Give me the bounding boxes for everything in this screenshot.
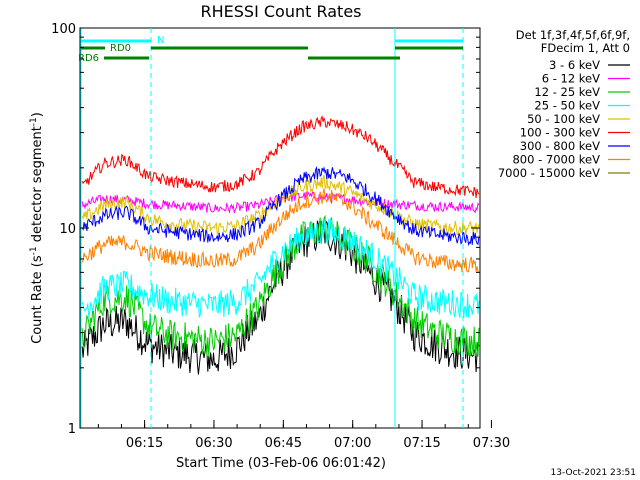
y-tick-label: 10 [59, 222, 76, 237]
series-line [81, 214, 480, 357]
legend-entry-label: 50 - 100 keV [527, 112, 600, 126]
axis-group: 06:15 06:30 06:45 07:00 07:15 07:30 1 10 100 [51, 22, 510, 451]
legend-entry-label: 25 - 50 keV [534, 99, 600, 113]
y-axis-label-sup2: -1 [29, 117, 39, 126]
plot-frame [79, 27, 481, 429]
n-label: N [157, 35, 164, 46]
rd6-label: RD6 [78, 53, 99, 64]
x-tick-label: 06:30 [195, 436, 232, 451]
y-tick-label: 100 [51, 22, 76, 37]
x-tick-label: 07:15 [403, 436, 440, 451]
timestamp: 13-Oct-2021 23:51 [551, 468, 636, 478]
rd0-label: RD0 [110, 43, 131, 54]
series-line [81, 218, 480, 318]
series-group [81, 115, 480, 375]
legend-entry-label: 6 - 12 keV [542, 72, 600, 86]
y-tick-label: 1 [68, 422, 76, 437]
legend-entry-label: 100 - 300 keV [520, 126, 600, 140]
x-tick-label: 07:00 [334, 436, 371, 451]
legend-entry-label: 3 - 6 keV [549, 58, 600, 72]
chart-title: RHESSI Count Rates [201, 2, 362, 21]
y-axis-label-mid: detector segment [30, 126, 45, 246]
y-axis-label-end: ) [30, 112, 45, 117]
y-axis-label-main: Count Rate (s [30, 255, 45, 344]
legend-entry-label: 12 - 25 keV [534, 85, 600, 99]
legend-header-2: FDecim 1, Att 0 [541, 41, 630, 55]
series-line [81, 188, 480, 273]
legend-entry-label: 800 - 7000 keV [512, 153, 600, 167]
x-tick-label: 06:15 [126, 436, 163, 451]
x-axis-label: Start Time (03-Feb-06 06:01:42) [176, 456, 386, 471]
legend-header-1: Det 1f,3f,4f,5f,6f,9f, [516, 28, 630, 42]
legend: Det 1f,3f,4f,5f,6f,9f, FDecim 1, Att 0 3… [498, 28, 630, 180]
x-tick-label: 06:45 [265, 436, 302, 451]
legend-entry-label: 300 - 800 keV [520, 139, 600, 153]
legend-entry-label: 7000 - 15000 keV [498, 166, 600, 180]
y-axis-label: Count Rate (s-1 detector segment-1) [29, 112, 45, 344]
y-axis-label-sup1: -1 [29, 246, 39, 255]
series-line [81, 165, 480, 247]
series-line [81, 115, 480, 199]
x-tick-label: 07:30 [473, 436, 510, 451]
